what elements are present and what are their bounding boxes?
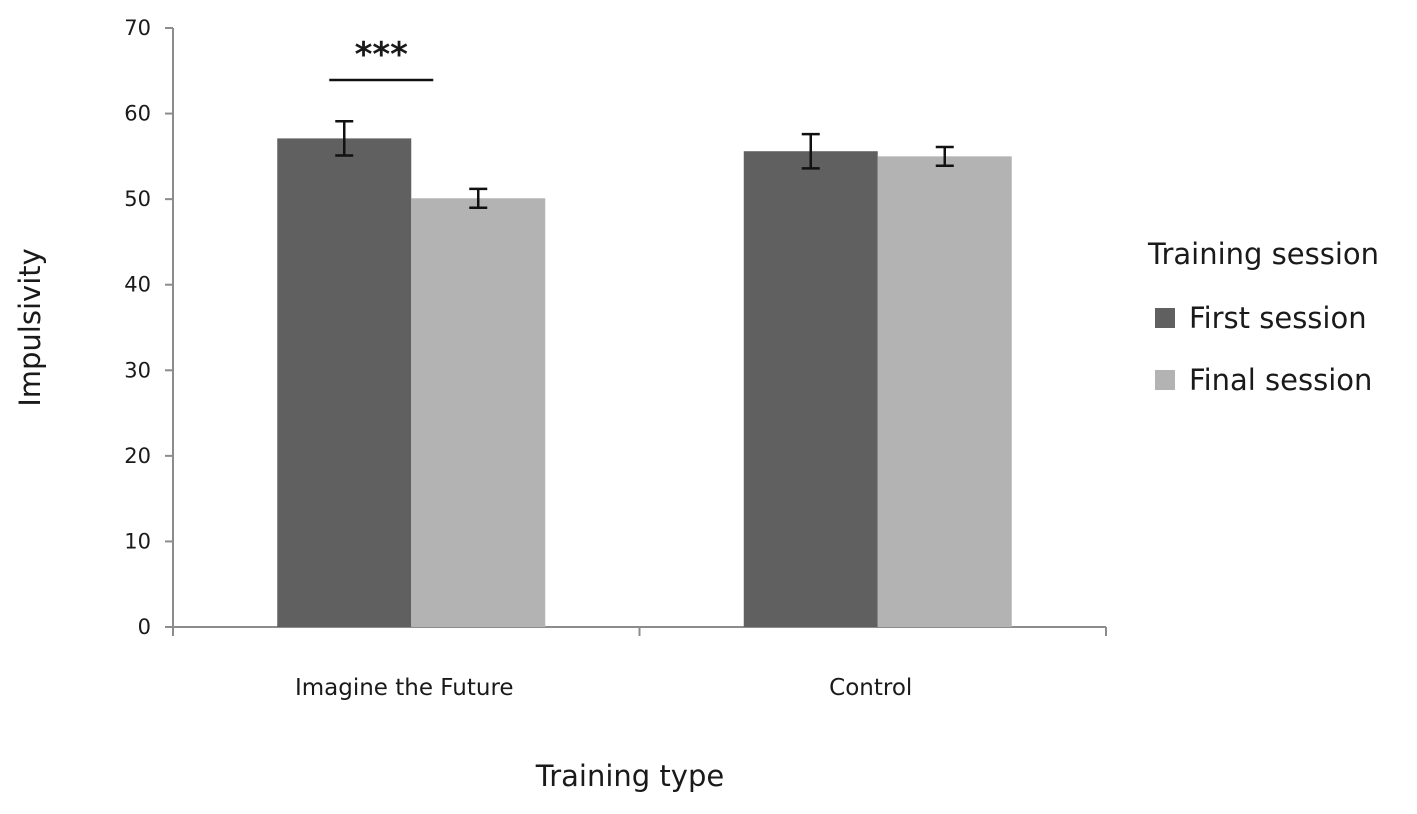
y-axis-title: Impulsivity: [13, 248, 47, 407]
y-tick-label: 50: [124, 187, 151, 211]
y-tick-label: 60: [124, 102, 151, 126]
x-category-label: Imagine the Future: [295, 675, 514, 701]
bar-final-session: [877, 156, 1012, 627]
legend-swatch-first: [1155, 308, 1175, 328]
bar-first-session: [743, 151, 878, 628]
y-tick-label: 40: [124, 273, 151, 297]
legend-label: First session: [1189, 301, 1367, 335]
y-tick-label: 10: [124, 529, 151, 553]
legend-swatch-final: [1155, 370, 1175, 390]
legend-label: Final session: [1189, 363, 1372, 397]
x-axis-title: Training type: [535, 759, 724, 793]
x-category-label: Control: [829, 675, 912, 701]
significance-stars: ***: [355, 35, 409, 75]
y-tick-label: 30: [124, 358, 151, 382]
legend-title: Training session: [1147, 237, 1379, 271]
y-tick-label: 0: [138, 615, 151, 639]
bar-first-session: [277, 138, 412, 627]
y-tick-label: 20: [124, 444, 151, 468]
bar-final-session: [411, 198, 546, 627]
y-tick-label: 70: [124, 16, 151, 40]
